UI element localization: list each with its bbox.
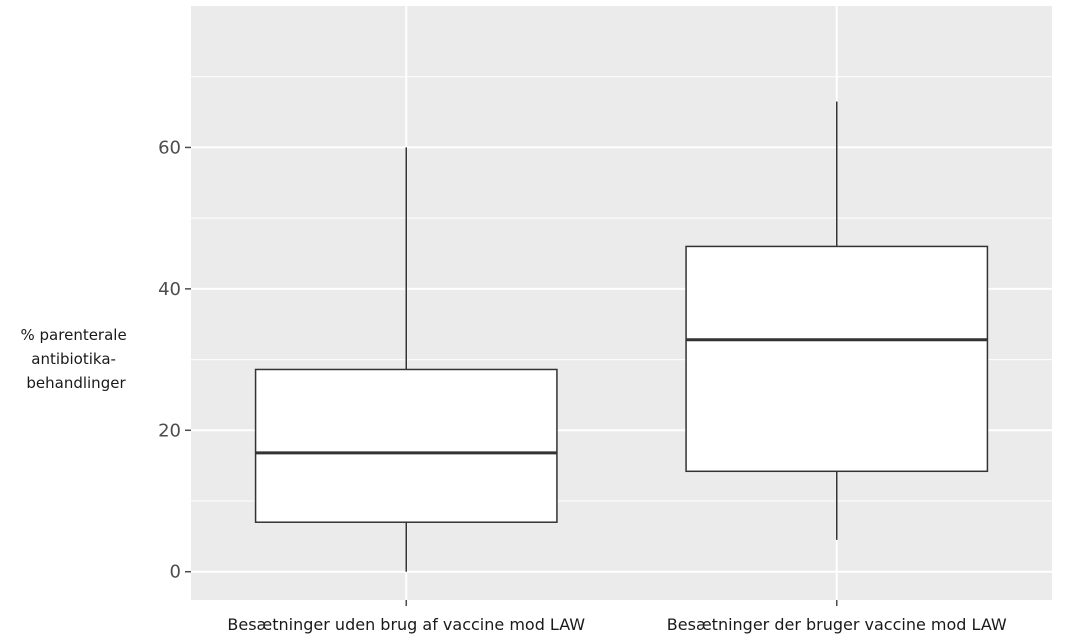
box-iqr	[685, 245, 989, 473]
y-tick-label: 0	[170, 562, 181, 583]
y-tick-label: 20	[158, 420, 181, 441]
y-tick-label: 40	[158, 279, 181, 300]
box-group-1	[254, 147, 558, 572]
y-axis-label-line-2: antibiotika-	[31, 350, 116, 368]
x-tick-label: Besætninger uden brug af vaccine mod LAW	[227, 615, 585, 634]
y-axis: 0 20 40 60	[158, 137, 191, 583]
box-iqr	[254, 368, 558, 523]
boxes-layer	[254, 101, 989, 572]
y-axis-label: % parenterale antibiotika- behandlinger	[21, 326, 132, 392]
y-axis-label-line-1: % parenterale	[21, 326, 127, 344]
box-group-2	[685, 101, 989, 540]
x-axis: Besætninger uden brug af vaccine mod LAW…	[227, 600, 1007, 634]
x-tick-label: Besætninger der bruger vaccine mod LAW	[667, 615, 1007, 634]
y-axis-label-line-3: behandlinger	[26, 374, 126, 392]
y-tick-label: 60	[158, 137, 181, 158]
